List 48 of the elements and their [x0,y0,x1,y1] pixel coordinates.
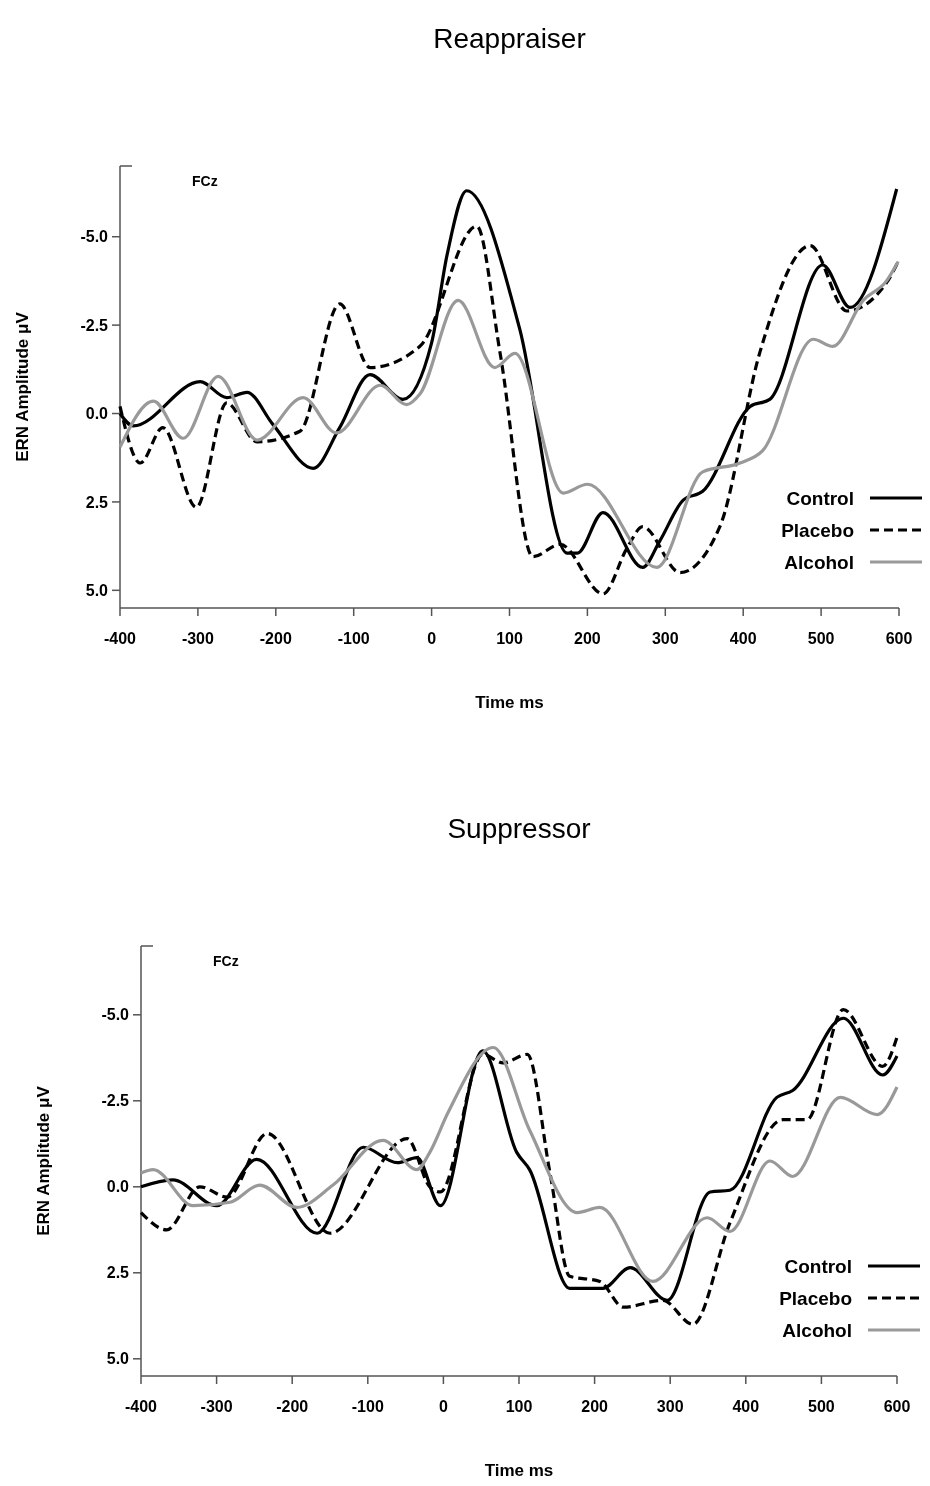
y-tick-label: 0.0 [106,1178,130,1196]
y-tick-label: -5.0 [101,1006,130,1024]
legend-label: Control [786,487,854,509]
x-tick-label: 300 [656,1398,684,1415]
y-tick-label: -2.5 [101,1092,130,1110]
x-tick-label: -300 [200,1398,233,1415]
x-tick-label: 300 [651,630,679,647]
x-tick-label: -100 [351,1398,384,1415]
legend-label: Alcohol [782,1319,852,1341]
x-tick-label: 500 [807,630,835,647]
y-tick-label: 5.0 [85,581,109,599]
chart-title: Suppressor [447,813,591,844]
legend-label: Placebo [779,1287,852,1309]
x-tick-label: -300 [181,630,215,647]
x-tick-label: -400 [124,1398,158,1415]
x-tick-label: -200 [259,630,292,647]
x-tick-label: 100 [496,630,523,647]
line-series [118,259,900,569]
legend-label: Placebo [781,519,854,541]
y-axis-title: ERN Amplitude μV [13,311,32,462]
x-tick-label: 400 [732,1398,760,1415]
legend-label: Alcohol [784,551,854,573]
annotation: FCz [192,173,218,189]
x-tick-label: 0 [427,630,437,647]
x-tick-label: -400 [103,630,137,647]
y-axis-title: ERN Amplitude μV [34,1085,53,1236]
x-tick-label: 200 [581,1398,609,1415]
y-tick-label: 2.5 [106,1264,130,1282]
y-tick-label: -2.5 [80,316,109,334]
x-axis-title: Time ms [484,1461,554,1480]
legend-label: Control [784,1255,852,1277]
y-tick-label: -5.0 [80,228,109,246]
x-axis-title: Time ms [475,693,544,712]
x-tick-label: 400 [729,630,757,647]
x-tick-label: 200 [574,630,601,647]
y-tick-label: 2.5 [85,493,109,511]
x-tick-label: 600 [885,630,913,647]
line-series [139,1045,899,1283]
y-tick-label: 0.0 [85,405,109,423]
x-tick-label: 100 [505,1398,533,1415]
x-tick-label: 0 [438,1398,448,1415]
annotation: FCz [213,953,239,969]
chart-title: Reappraiser [433,23,586,54]
x-tick-label: 600 [883,1398,911,1415]
y-tick-label: 5.0 [106,1350,130,1368]
x-tick-label: -100 [337,630,370,647]
x-tick-label: 500 [808,1398,835,1415]
x-tick-label: -200 [276,1398,309,1415]
